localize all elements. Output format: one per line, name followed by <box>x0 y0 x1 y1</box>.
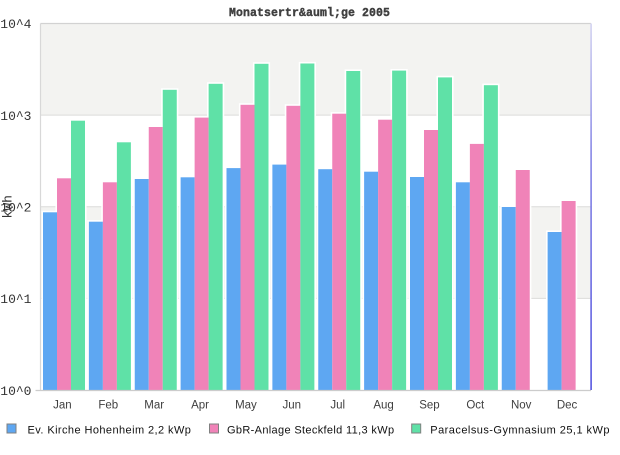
svg-text:kWh: kWh <box>1 195 16 218</box>
svg-text:Dec: Dec <box>557 399 578 411</box>
svg-text:Paracelsus-Gymnasium 25,1 kWp: Paracelsus-Gymnasium 25,1 kWp <box>430 425 610 437</box>
svg-text:Aug: Aug <box>373 399 393 411</box>
svg-text:Nov: Nov <box>511 399 532 411</box>
svg-text:Feb: Feb <box>98 399 118 411</box>
svg-text:Apr: Apr <box>191 399 209 411</box>
svg-text:Monatsertr&auml;ge 2005: Monatsertr&auml;ge 2005 <box>229 7 390 20</box>
svg-text:Ev. Kirche Hohenheim 2,2 kWp: Ev. Kirche Hohenheim 2,2 kWp <box>28 425 192 437</box>
svg-text:10^4: 10^4 <box>0 17 31 32</box>
svg-text:Jul: Jul <box>330 399 345 411</box>
svg-text:Jan: Jan <box>53 399 72 411</box>
svg-text:10^3: 10^3 <box>0 109 31 124</box>
svg-text:Oct: Oct <box>466 399 485 411</box>
svg-text:10^1: 10^1 <box>0 292 31 307</box>
svg-text:May: May <box>235 399 257 411</box>
svg-text:10^2: 10^2 <box>0 200 31 215</box>
svg-text:GbR-Anlage Steckfeld 11,3 kWp: GbR-Anlage Steckfeld 11,3 kWp <box>227 425 394 437</box>
svg-text:Jun: Jun <box>283 399 302 411</box>
svg-text:10^0: 10^0 <box>0 384 31 399</box>
svg-text:Sep: Sep <box>419 399 439 411</box>
svg-text:Mar: Mar <box>144 399 164 411</box>
